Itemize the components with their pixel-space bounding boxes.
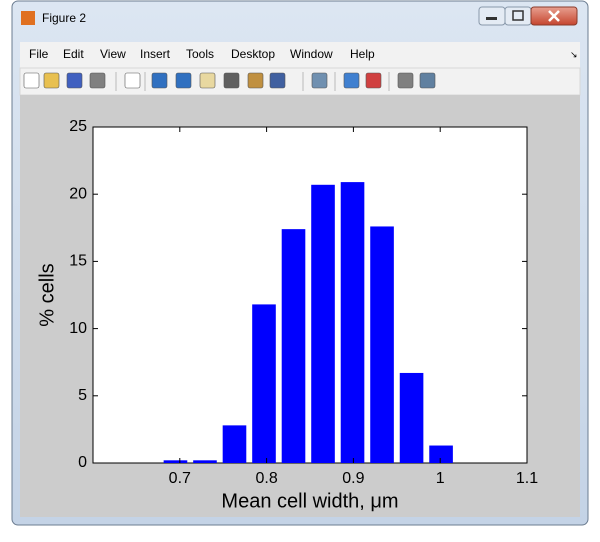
toolbar-button[interactable] <box>419 72 436 89</box>
close-icon <box>548 10 560 22</box>
x-tick-label: 0.8 <box>255 470 277 487</box>
toolbar-button[interactable] <box>247 72 264 89</box>
bar <box>252 304 276 463</box>
menu-item[interactable]: Window <box>290 47 333 61</box>
toolbar-button[interactable] <box>66 72 83 89</box>
x-axis-label: Mean cell width, μm <box>221 490 398 512</box>
menu-item[interactable]: View <box>100 47 126 61</box>
bar <box>222 425 247 463</box>
bar <box>163 460 188 463</box>
x-tick-label: 0.9 <box>342 470 364 487</box>
maximize-button[interactable] <box>504 6 532 26</box>
menu-item[interactable]: Help <box>350 47 375 61</box>
toolbar-button[interactable] <box>311 72 328 89</box>
bar <box>193 460 217 463</box>
maximize-icon <box>512 10 524 21</box>
x-tick-label: 1.1 <box>516 470 538 487</box>
toolbar-button[interactable] <box>223 72 240 89</box>
bar <box>311 184 335 464</box>
y-tick-label: 10 <box>69 320 87 337</box>
toolbar-button[interactable] <box>124 72 141 89</box>
toolbar-button[interactable] <box>23 72 40 89</box>
bar <box>429 445 453 463</box>
bar <box>281 229 306 463</box>
y-tick-label: 20 <box>69 185 87 202</box>
toolbar-button[interactable] <box>43 72 60 89</box>
x-tick-label: 1 <box>436 470 445 487</box>
toolbar-button[interactable] <box>89 72 106 89</box>
toolbar-button[interactable] <box>175 72 192 89</box>
menu-item[interactable]: File <box>29 47 49 61</box>
axes <box>92 126 528 464</box>
menu-item[interactable]: Desktop <box>231 47 275 61</box>
x-tick-label: 0.7 <box>169 470 191 487</box>
minimize-button[interactable] <box>478 6 506 26</box>
bar <box>399 372 424 463</box>
toolbar-button[interactable] <box>343 72 360 89</box>
toolbar-button[interactable] <box>365 72 382 89</box>
toolbar-button[interactable] <box>269 72 286 89</box>
toolbar-button[interactable] <box>397 72 414 89</box>
menu-item[interactable]: Tools <box>186 47 214 61</box>
toolbar-button[interactable] <box>199 72 216 89</box>
y-tick-label: 5 <box>78 387 87 404</box>
y-tick-label: 15 <box>69 253 87 270</box>
y-axis-label: % cells <box>36 263 58 326</box>
y-tick-label: 0 <box>78 454 87 471</box>
minimize-icon <box>486 17 497 20</box>
bar <box>340 182 365 463</box>
window-title: Figure 2 <box>42 11 86 25</box>
menu-item[interactable]: Insert <box>140 47 171 61</box>
y-tick-label: 25 <box>69 118 87 135</box>
bar <box>370 226 394 463</box>
menu-item[interactable]: Edit <box>63 47 84 61</box>
app-icon <box>21 11 35 25</box>
dock-arrow[interactable]: ↘ <box>570 49 578 59</box>
toolbar-button[interactable] <box>151 72 168 89</box>
menu-bar <box>20 42 580 68</box>
